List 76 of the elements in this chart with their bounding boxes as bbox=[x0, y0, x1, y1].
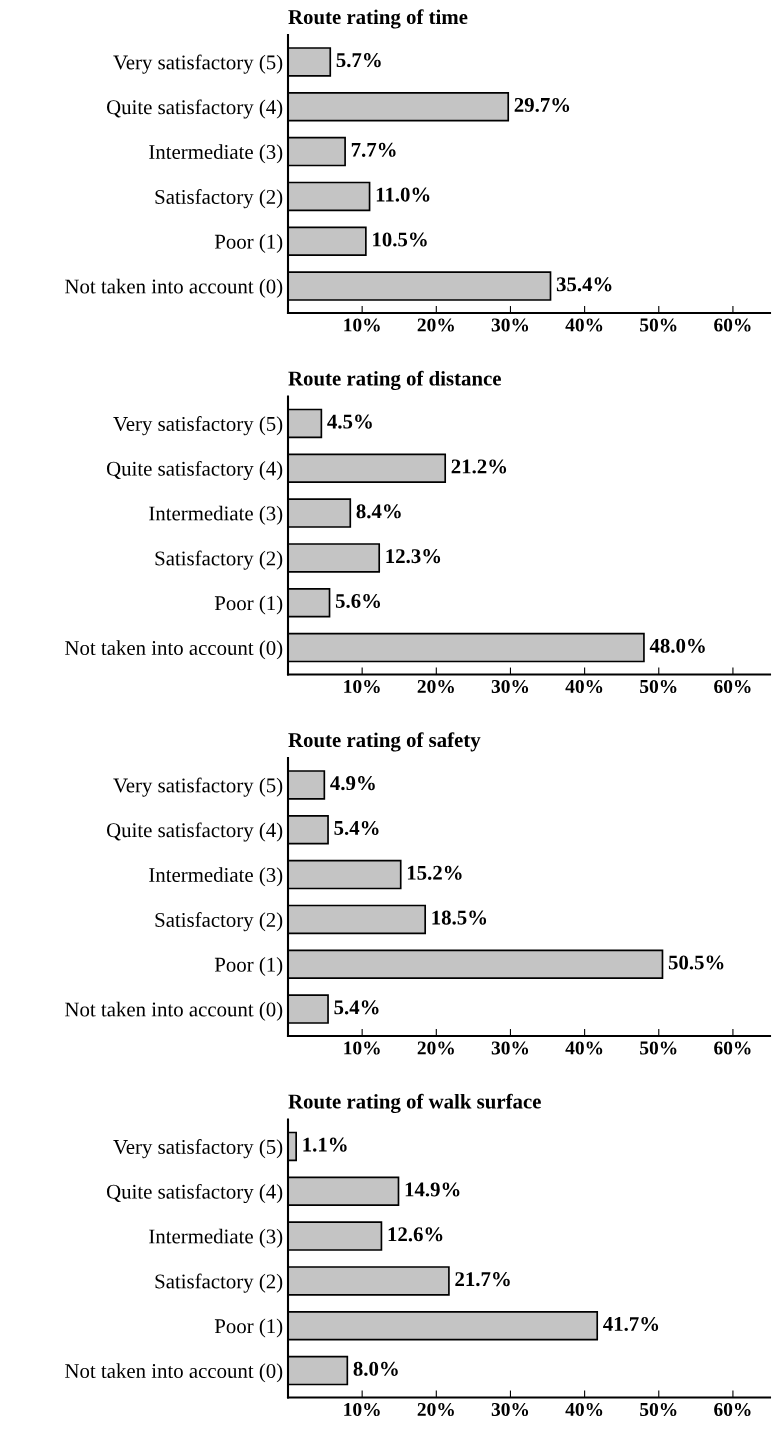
data-label: 14.9% bbox=[405, 1182, 460, 1197]
y-tick-label: Poor (1) bbox=[214, 234, 283, 253]
y-tick-label: Quite satisfactory (4) bbox=[106, 99, 283, 119]
x-tick-label: 10% bbox=[344, 1402, 380, 1417]
x-tick-label: 50% bbox=[640, 318, 677, 332]
chart-title: Route rating of safety bbox=[288, 732, 481, 752]
y-tick-label: Not taken into account (0) bbox=[65, 1363, 283, 1383]
data-label: 50.5% bbox=[668, 955, 724, 970]
data-label: 15.2% bbox=[407, 865, 462, 880]
x-tick-label: 30% bbox=[491, 318, 529, 332]
y-tick-label: Satisfactory (2) bbox=[155, 550, 283, 570]
data-label: 1.1% bbox=[303, 1137, 347, 1152]
x-tick-label: 20% bbox=[417, 318, 454, 332]
x-tick-label: 60% bbox=[714, 679, 751, 694]
y-tick-label: Satisfactory (2) bbox=[155, 912, 283, 932]
y-tick-label: Poor (1) bbox=[214, 595, 283, 615]
x-tick-label: 50% bbox=[640, 1402, 677, 1417]
y-tick-label: Quite satisfactory (4) bbox=[106, 460, 283, 481]
y-tick-label: Very satisfactory (5) bbox=[113, 1139, 283, 1159]
data-label: 35.4% bbox=[556, 277, 612, 292]
data-label: 11.0% bbox=[376, 187, 430, 202]
x-tick-label: 60% bbox=[714, 1041, 751, 1055]
y-tick-label: Quite satisfactory (4) bbox=[106, 822, 283, 842]
data-label: 5.4% bbox=[334, 1000, 379, 1015]
x-tick-label: 50% bbox=[640, 679, 677, 694]
x-tick-label: 30% bbox=[491, 1041, 529, 1055]
y-tick-label: Intermediate (3) bbox=[149, 505, 283, 525]
chart-title: Route rating of walk surface bbox=[288, 1093, 541, 1113]
x-tick-label: 20% bbox=[417, 1402, 454, 1417]
x-tick-label: 10% bbox=[344, 679, 380, 694]
data-label: 5.4% bbox=[334, 820, 379, 836]
x-tick-label: 10% bbox=[344, 318, 380, 332]
data-label: 5.7% bbox=[336, 53, 381, 68]
data-label: 21.2% bbox=[451, 459, 507, 474]
data-label: 48.0% bbox=[649, 638, 705, 653]
y-tick-label: Quite satisfactory (4) bbox=[106, 1183, 283, 1204]
y-tick-label: Very satisfactory (5) bbox=[113, 54, 283, 74]
chart-title: Route rating of time bbox=[288, 9, 468, 29]
data-label: 18.5% bbox=[432, 910, 487, 925]
x-tick-label: 40% bbox=[565, 1041, 603, 1055]
data-label: 41.7% bbox=[603, 1316, 659, 1332]
y-tick-label: Not taken into account (0) bbox=[65, 278, 283, 298]
x-tick-label: 30% bbox=[491, 1402, 529, 1417]
data-label: 7.7% bbox=[351, 142, 396, 157]
data-label: 10.5% bbox=[373, 232, 427, 247]
data-label: 8.4% bbox=[356, 504, 401, 519]
y-tick-label: Not taken into account (0) bbox=[65, 640, 283, 660]
y-tick-label: Satisfactory (2) bbox=[155, 1273, 283, 1293]
x-tick-label: 20% bbox=[417, 679, 454, 694]
y-tick-label: Very satisfactory (5) bbox=[113, 416, 283, 436]
x-tick-label: 60% bbox=[714, 318, 751, 332]
y-tick-label: Poor (1) bbox=[214, 957, 283, 976]
x-tick-label: 40% bbox=[565, 1402, 603, 1417]
y-tick-label: Poor (1) bbox=[214, 1318, 283, 1338]
y-tick-label: Intermediate (3) bbox=[149, 867, 283, 887]
data-label: 4.9% bbox=[330, 776, 375, 791]
data-label: 8.0% bbox=[353, 1361, 398, 1376]
x-tick-label: 60% bbox=[714, 1402, 751, 1417]
y-tick-label: Very satisfactory (5) bbox=[113, 777, 283, 797]
x-tick-label: 40% bbox=[565, 318, 603, 332]
chart-title: Route rating of distance bbox=[288, 370, 501, 390]
data-label: 29.7% bbox=[514, 97, 570, 113]
data-label: 12.3% bbox=[386, 549, 441, 564]
x-tick-label: 50% bbox=[640, 1041, 677, 1055]
data-label: 4.5% bbox=[327, 414, 372, 429]
data-label: 12.6% bbox=[388, 1227, 443, 1242]
x-tick-label: 20% bbox=[417, 1041, 454, 1055]
x-tick-label: 10% bbox=[344, 1041, 380, 1055]
y-tick-label: Satisfactory (2) bbox=[155, 189, 283, 209]
data-label: 5.6% bbox=[335, 593, 380, 609]
y-tick-label: Intermediate (3) bbox=[149, 144, 283, 164]
x-tick-label: 40% bbox=[565, 679, 603, 694]
y-tick-label: Intermediate (3) bbox=[149, 1228, 283, 1248]
data-label: 21.7% bbox=[455, 1272, 510, 1287]
y-tick-label: Not taken into account (0) bbox=[65, 1001, 283, 1021]
x-tick-label: 30% bbox=[491, 679, 529, 694]
